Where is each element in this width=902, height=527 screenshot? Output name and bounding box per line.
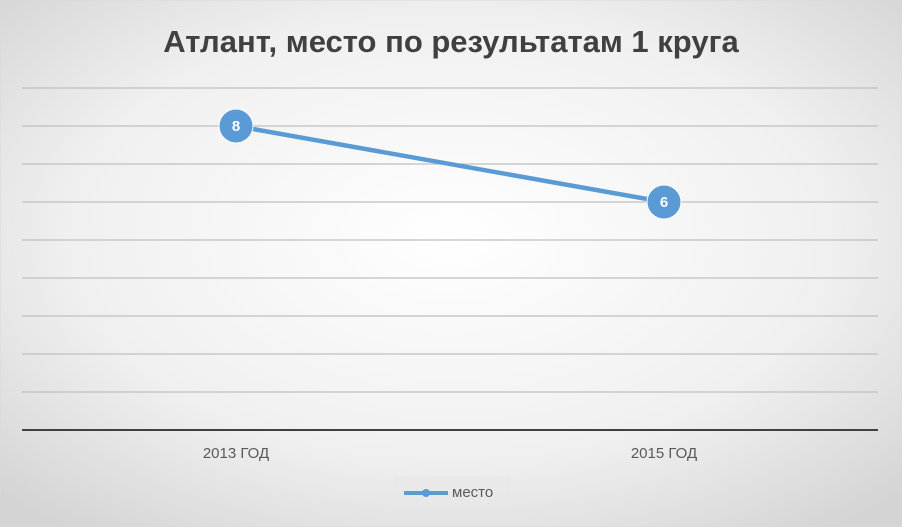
x-tick-label: 2015 ГОД: [631, 445, 697, 462]
data-point: [646, 184, 682, 220]
data-line: [233, 123, 667, 205]
legend-marker: [422, 489, 430, 497]
chart-title: Атлант, место по результатам 1 круга: [163, 24, 739, 59]
data-label: 6: [660, 194, 668, 211]
data-label: 8: [232, 118, 240, 135]
legend-label: место: [452, 484, 493, 501]
x-tick-label: 2013 ГОД: [203, 445, 269, 462]
data-point: [218, 108, 254, 144]
